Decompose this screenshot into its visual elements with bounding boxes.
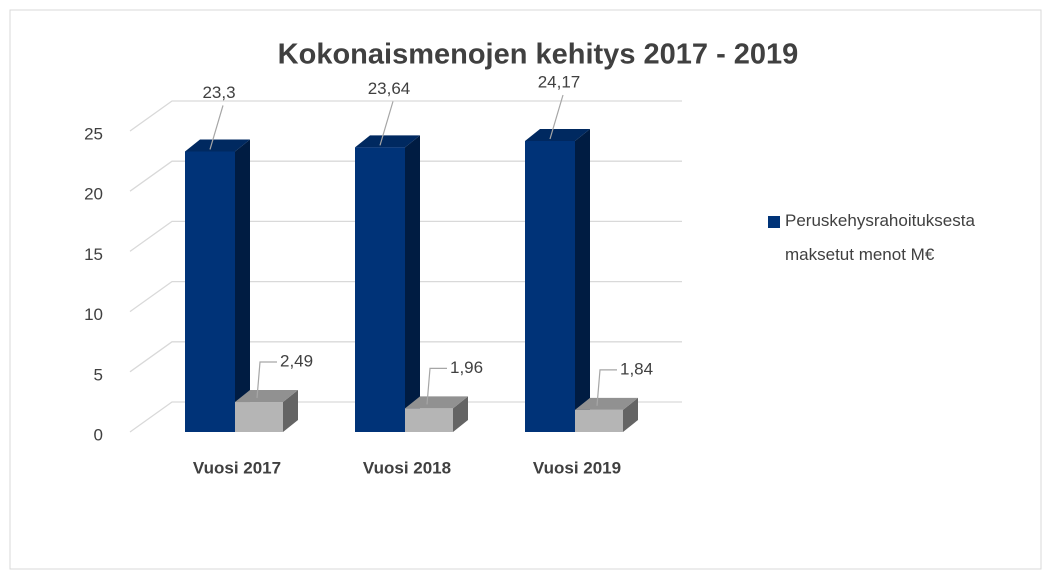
grid-line <box>129 220 682 252</box>
leader-line <box>549 94 564 140</box>
bar <box>525 140 575 432</box>
bar <box>185 139 250 432</box>
bar-top <box>405 396 468 409</box>
y-tick-label: 0 <box>94 425 103 444</box>
bar-top <box>185 139 250 152</box>
bar-top <box>235 390 298 403</box>
bar-top <box>355 135 420 148</box>
grid-line <box>129 341 682 373</box>
x-tick-label: Vuosi 2017 <box>193 458 281 477</box>
y-tick-label: 20 <box>84 185 103 204</box>
bar-top <box>525 128 590 141</box>
legend-swatch <box>768 216 780 228</box>
leader-line <box>426 367 447 405</box>
bar-side <box>283 390 298 432</box>
bar <box>405 396 468 432</box>
legend-label: Peruskehysrahoituksesta maksetut menot M€ <box>785 211 975 264</box>
bar <box>235 390 298 432</box>
x-tick-label: Vuosi 2019 <box>533 458 621 477</box>
bar <box>355 135 420 433</box>
bar <box>575 397 638 432</box>
data-label: 2,49 <box>280 352 313 371</box>
legend-line: maksetut menot M€ <box>785 245 935 264</box>
bar <box>575 409 623 432</box>
data-label: 1,96 <box>450 358 483 377</box>
leader-line <box>256 361 277 399</box>
y-tick-label: 5 <box>94 365 103 384</box>
bar-side <box>235 139 250 432</box>
legend-line: Peruskehysrahoituksesta <box>785 211 975 230</box>
x-tick-label: Vuosi 2018 <box>363 458 451 477</box>
leader-line <box>209 105 224 150</box>
data-label: 23,64 <box>368 79 411 98</box>
data-label: 1,84 <box>620 359 653 378</box>
leader-line <box>379 101 394 146</box>
data-label: 23,3 <box>202 83 235 102</box>
grid-line <box>129 401 682 433</box>
grid-line <box>129 160 682 192</box>
bar-top <box>575 397 638 410</box>
y-tick-label: 10 <box>84 305 103 324</box>
grid-line <box>129 100 682 132</box>
bar-side <box>405 135 420 433</box>
bar-side <box>453 396 468 432</box>
data-label: 24,17 <box>538 72 581 91</box>
y-tick-label: 15 <box>84 245 103 264</box>
bar <box>525 128 590 432</box>
bar <box>235 402 283 432</box>
leader-line <box>596 369 617 406</box>
y-tick-label: 25 <box>84 124 103 143</box>
bar <box>185 151 235 432</box>
chart-title: Kokonaismenojen kehitys 2017 - 2019 <box>278 39 799 71</box>
bar <box>355 147 405 433</box>
bar-side <box>623 397 638 432</box>
bar <box>405 408 453 432</box>
grid-line <box>129 280 682 313</box>
bar-side <box>575 128 590 432</box>
